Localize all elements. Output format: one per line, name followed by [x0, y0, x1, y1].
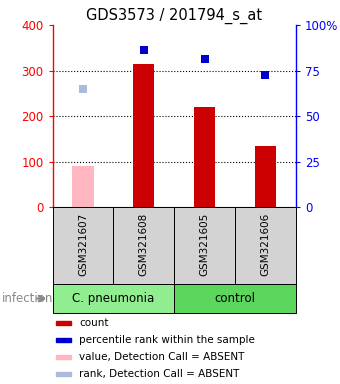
Bar [114, 207, 174, 284]
Bar [235, 207, 296, 284]
Bar [174, 207, 235, 284]
Title: GDS3573 / 201794_s_at: GDS3573 / 201794_s_at [86, 7, 262, 23]
Text: C. pneumonia: C. pneumonia [72, 292, 155, 305]
Bar [55, 338, 71, 342]
Text: value, Detection Call = ABSENT: value, Detection Call = ABSENT [79, 352, 245, 362]
Text: infection: infection [2, 292, 53, 305]
Text: rank, Detection Call = ABSENT: rank, Detection Call = ABSENT [79, 369, 240, 379]
Text: count: count [79, 318, 109, 328]
Text: percentile rank within the sample: percentile rank within the sample [79, 335, 255, 345]
Bar [55, 372, 71, 376]
Bar [53, 284, 174, 313]
Bar [72, 166, 94, 207]
Bar [53, 207, 114, 284]
Bar [174, 284, 296, 313]
Bar [194, 107, 215, 207]
Bar [133, 64, 154, 207]
Text: GSM321605: GSM321605 [200, 213, 210, 276]
Bar [255, 146, 276, 207]
Text: GSM321607: GSM321607 [78, 213, 88, 276]
Text: GSM321608: GSM321608 [139, 213, 149, 276]
Text: control: control [215, 292, 256, 305]
Bar [55, 321, 71, 325]
Bar [55, 355, 71, 359]
Text: GSM321606: GSM321606 [260, 213, 270, 276]
